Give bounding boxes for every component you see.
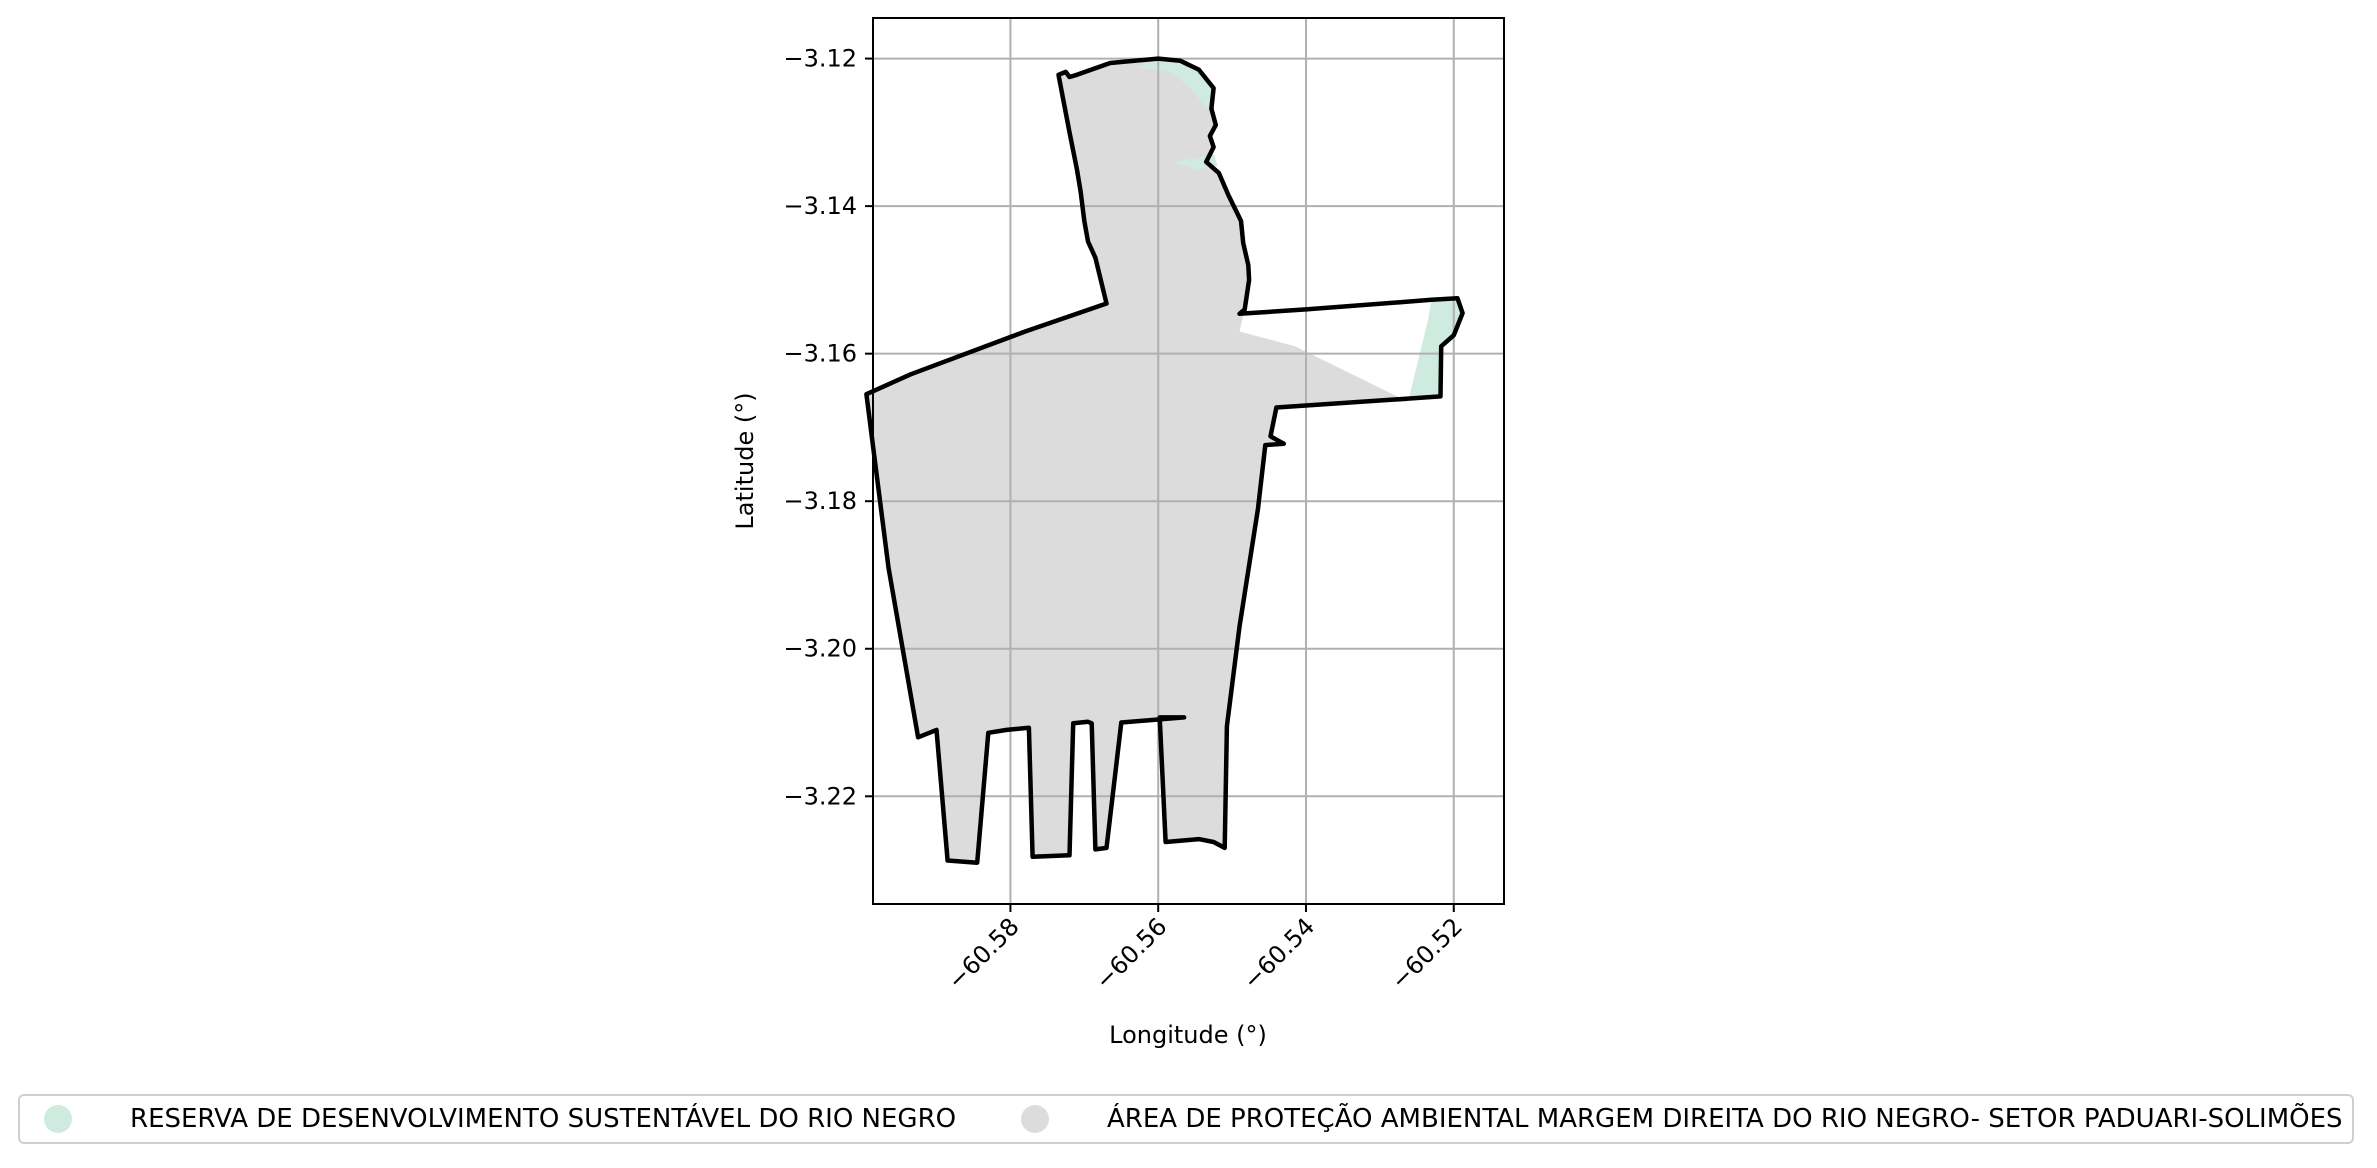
- map-figure: −60.58 −60.56 −60.54 −60.52 −3.12 −3.14 −3.16…: [731, 17, 1505, 1049]
- legend-label-apa: ÁREA DE PROTEÇÃO AMBIENTAL MARGEM DIREIT…: [1107, 1104, 2343, 1134]
- x-tick-label-1: −60.56: [1090, 912, 1173, 995]
- plot-frame: [872, 17, 1505, 905]
- x-tick-label-2: −60.54: [1238, 912, 1321, 995]
- legend-marker-apa: [1021, 1105, 1049, 1133]
- y-tick-label-3: −3.18: [783, 487, 857, 515]
- x-tick-label-3: −60.52: [1385, 912, 1468, 995]
- gridlines: [873, 18, 1504, 904]
- boundary-outline: [864, 56, 1465, 865]
- map-layers: [866, 57, 1463, 863]
- y-tick-label-0: −3.12: [783, 45, 857, 73]
- legend-item-apa: ÁREA DE PROTEÇÃO AMBIENTAL MARGEM DIREIT…: [1021, 1096, 2343, 1142]
- y-tick-label-1: −3.14: [783, 192, 857, 220]
- x-tick-label-0: −60.58: [942, 912, 1025, 995]
- x-axis: −60.58 −60.56 −60.54 −60.52: [942, 904, 1468, 995]
- y-tick-label-2: −3.16: [783, 340, 857, 368]
- reserva-area-2: [1409, 298, 1463, 397]
- legend-item-reserva: RESERVA DE DESENVOLVIMENTO SUSTENTÁVEL D…: [44, 1096, 956, 1142]
- legend-marker-reserva: [44, 1105, 72, 1133]
- y-tick-label-5: −3.22: [783, 782, 857, 810]
- y-axis: −3.12 −3.14 −3.16 −3.18 −3.20 −3.22: [783, 45, 873, 810]
- y-tick-label-4: −3.20: [783, 635, 857, 663]
- outline-layer: [864, 56, 1465, 865]
- x-axis-title: Longitude (°): [1109, 1021, 1267, 1049]
- legend: RESERVA DE DESENVOLVIMENTO SUSTENTÁVEL D…: [18, 1094, 2354, 1144]
- y-axis-title: Latitude (°): [731, 392, 759, 529]
- legend-label-reserva: RESERVA DE DESENVOLVIMENTO SUSTENTÁVEL D…: [130, 1104, 957, 1134]
- apa-area-0: [866, 58, 1408, 863]
